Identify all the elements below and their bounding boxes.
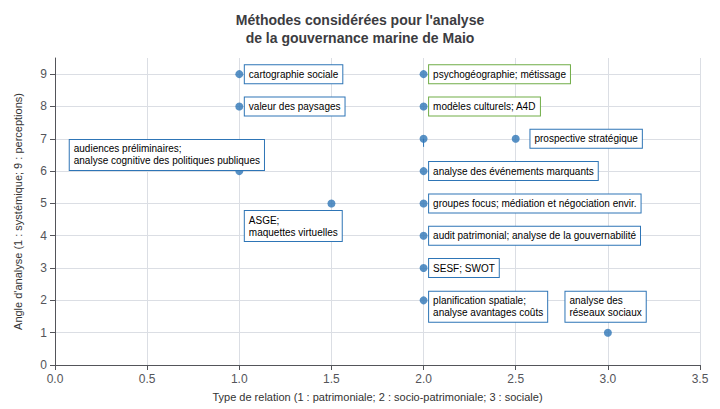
- svg-text:psychogéographie; métissage: psychogéographie; métissage: [433, 69, 566, 80]
- svg-text:cartographie sociale: cartographie sociale: [249, 69, 339, 80]
- svg-text:3.0: 3.0: [600, 372, 617, 386]
- svg-text:2: 2: [40, 293, 47, 307]
- svg-text:Méthodes considérées pour l'an: Méthodes considérées pour l'analyse: [236, 12, 485, 28]
- svg-text:Type de relation (1 : patrimon: Type de relation (1 : patrimoniale; 2 : …: [212, 391, 542, 403]
- svg-text:7: 7: [40, 132, 47, 146]
- svg-text:8: 8: [40, 99, 47, 113]
- svg-text:analyse avantages coûts: analyse avantages coûts: [433, 307, 543, 318]
- svg-text:planification spatiale;: planification spatiale;: [433, 295, 526, 306]
- svg-text:ASGE;: ASGE;: [249, 215, 280, 226]
- svg-text:2.0: 2.0: [415, 372, 432, 386]
- svg-text:valeur des paysages: valeur des paysages: [249, 101, 341, 112]
- svg-text:audiences préliminaires;: audiences préliminaires;: [74, 143, 182, 154]
- svg-text:Angle d'analyse (1 : systémiqu: Angle d'analyse (1 : systémique; 9 : per…: [12, 93, 24, 330]
- svg-text:réseaux sociaux: réseaux sociaux: [569, 307, 641, 318]
- svg-text:de la gouvernance marine de Ma: de la gouvernance marine de Maio: [246, 30, 475, 46]
- svg-text:SESF; SWOT: SESF; SWOT: [433, 263, 495, 274]
- svg-text:4: 4: [40, 229, 47, 243]
- svg-text:3.5: 3.5: [692, 372, 709, 386]
- svg-text:0.0: 0.0: [47, 372, 64, 386]
- svg-text:1.5: 1.5: [323, 372, 340, 386]
- svg-text:modèles culturels; A4D: modèles culturels; A4D: [433, 101, 535, 112]
- svg-text:5: 5: [40, 196, 47, 210]
- svg-text:analyse des événements marquan: analyse des événements marquants: [433, 166, 594, 177]
- svg-text:1: 1: [40, 326, 47, 340]
- svg-text:maquettes virtuelles: maquettes virtuelles: [249, 227, 338, 238]
- svg-text:3: 3: [40, 261, 47, 275]
- svg-text:6: 6: [40, 164, 47, 178]
- svg-text:analyse cognitive des politiqu: analyse cognitive des politiques publiqu…: [74, 155, 260, 166]
- svg-text:audit patrimonial; analyse de: audit patrimonial; analyse de la gouvern…: [433, 230, 636, 241]
- svg-text:prospective stratégique: prospective stratégique: [534, 133, 638, 144]
- svg-text:0: 0: [40, 358, 47, 372]
- svg-text:2.5: 2.5: [507, 372, 524, 386]
- svg-text:groupes focus; médiation et né: groupes focus; médiation et négociation …: [433, 198, 636, 209]
- svg-text:1.0: 1.0: [231, 372, 248, 386]
- svg-text:9: 9: [40, 67, 47, 81]
- svg-text:analyse des: analyse des: [569, 295, 622, 306]
- svg-text:0.5: 0.5: [139, 372, 156, 386]
